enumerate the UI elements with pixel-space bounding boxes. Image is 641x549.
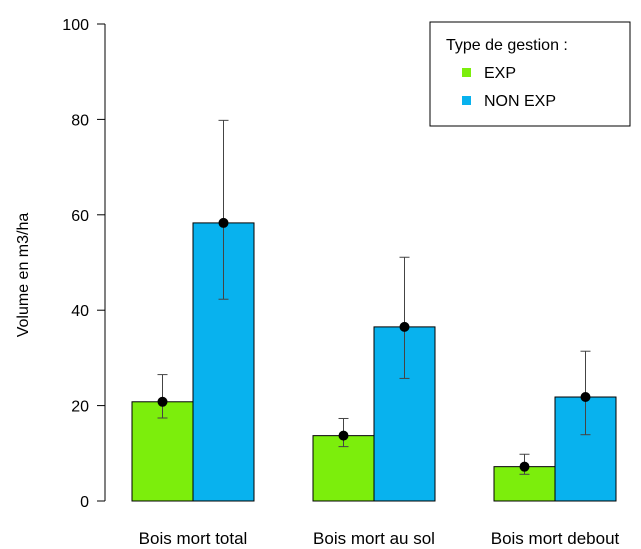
y-tick-label: 80 (71, 112, 89, 129)
y-tick-label: 0 (80, 494, 89, 511)
legend-swatch-exp (462, 68, 471, 77)
category-label: Bois mort total (139, 529, 248, 548)
mean-point (580, 392, 591, 403)
bars (131, 222, 617, 502)
y-axis: 0 20 40 60 80 100 (62, 17, 106, 511)
y-tick-label: 60 (71, 208, 89, 225)
y-axis-title: Volume en m3/ha (15, 213, 32, 338)
error-bars (157, 119, 591, 475)
mean-point (218, 217, 229, 228)
mean-point (338, 430, 349, 441)
legend-label-non-exp: NON EXP (484, 93, 556, 110)
legend: Type de gestion : EXP NON EXP (429, 21, 631, 127)
legend-swatch-non-exp (462, 96, 471, 105)
category-labels: Bois mort total Bois mort au sol Bois mort… (139, 529, 620, 548)
legend-title: Type de gestion : (446, 37, 568, 54)
y-tick-label: 20 (71, 399, 89, 416)
y-tick-label: 100 (62, 17, 89, 34)
legend-label-exp: EXP (484, 65, 516, 82)
y-tick-label: 40 (71, 303, 89, 320)
category-label: Bois mort au sol (313, 529, 435, 548)
mean-point (157, 396, 168, 407)
mean-point (519, 461, 530, 472)
category-label: Bois mort debout (491, 529, 620, 548)
mean-point (399, 321, 410, 332)
